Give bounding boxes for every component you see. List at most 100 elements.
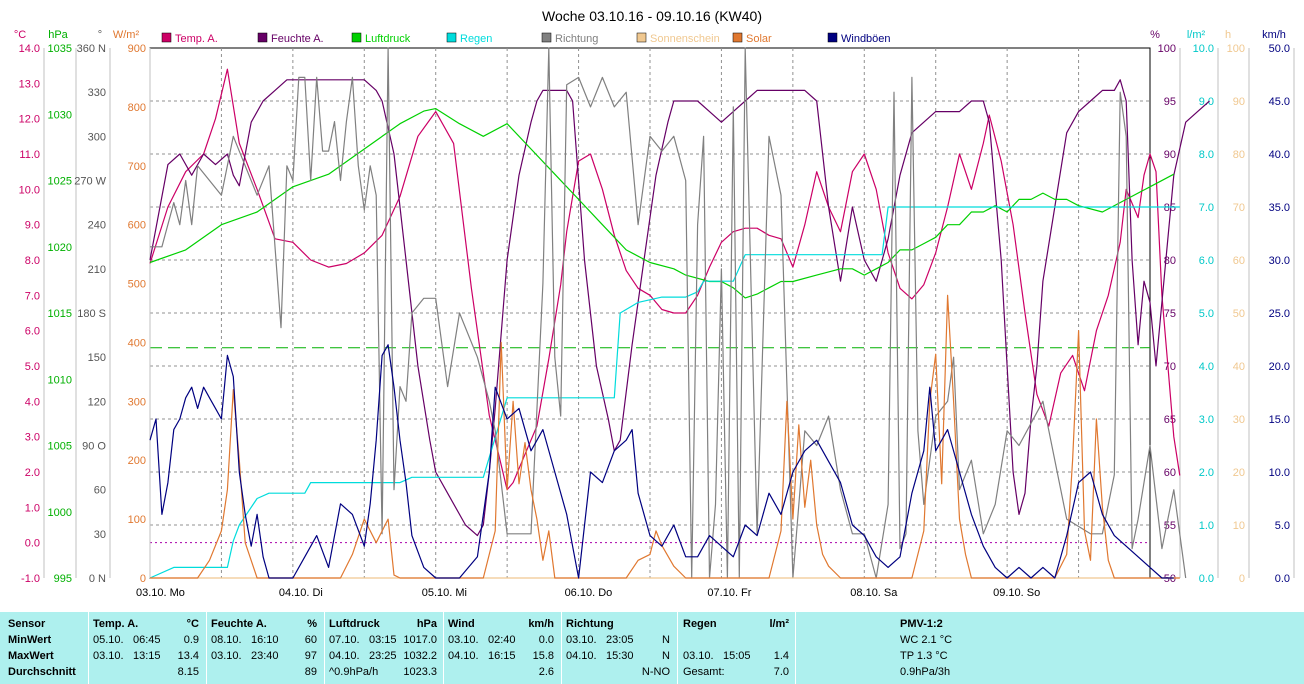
axis-tick-press: 1025 xyxy=(48,176,72,188)
axis-tick-sun: 50 xyxy=(1233,308,1245,320)
axis-tick-press: 1015 xyxy=(48,308,72,320)
stats-temp-min-date: 05.10. xyxy=(93,634,124,646)
stats-rain-unit: l/m² xyxy=(769,618,789,630)
axis-tick-wind: 5.0 xyxy=(1275,520,1290,532)
stats-direction: Richtung 03.10. 23:05 N 04.10. 15:30 N N-NO xyxy=(566,612,674,684)
axis-tick-solar: 300 xyxy=(128,396,146,408)
stats-hum-header: Feuchte A. xyxy=(211,618,267,630)
axis-tick-temp: 11.0 xyxy=(19,149,40,161)
legend-label: Richtung xyxy=(555,33,598,45)
stats-separator xyxy=(677,612,678,684)
axis-tick-dir: 120 xyxy=(88,396,106,408)
axis-tick-dir: 0 N xyxy=(89,573,106,585)
stats-press-min-date: 07.10. xyxy=(329,634,360,646)
stats-humidity: Feuchte A.% 08.10. 16:10 60 03.10. 23:40 97 … xyxy=(211,612,321,684)
axis-tick-rain: 6.0 xyxy=(1199,255,1214,267)
x-tick-label: 04.10. Di xyxy=(279,587,323,599)
stats-press-unit: hPa xyxy=(416,618,437,630)
axis-tick-temp: 0.0 xyxy=(25,538,40,550)
stats-separator xyxy=(324,612,325,684)
axis-unit-solar: W/m² xyxy=(113,29,140,41)
axis-tick-temp: 9.0 xyxy=(25,220,40,232)
axis-tick-wind: 25.0 xyxy=(1269,308,1290,320)
stats-press-max-date: 04.10. xyxy=(329,650,360,662)
stats-sensor: Sensor MinWert MaxWert Durchschnitt xyxy=(8,612,88,684)
legend-label: Solar xyxy=(746,33,772,45)
axis-tick-dir: 360 N xyxy=(77,43,106,55)
stats-pmv-header: PMV-1:2 xyxy=(900,618,943,630)
axis-tick-press: 1005 xyxy=(48,441,72,453)
axis-tick-wind: 30.0 xyxy=(1269,255,1290,267)
axis-tick-sun: 60 xyxy=(1233,255,1245,267)
series-line-windb-en xyxy=(149,344,1174,579)
axis-tick-sun: 10 xyxy=(1233,520,1245,532)
axis-tick-solar: 400 xyxy=(128,337,146,349)
axis-tick-sun: 30 xyxy=(1233,414,1245,426)
series-line-richtung xyxy=(150,47,1187,579)
axis-tick-hum: 80 xyxy=(1164,255,1176,267)
axis-tick-rain: 3.0 xyxy=(1199,414,1214,426)
stats-separator xyxy=(795,612,796,684)
stats-temp-unit: °C xyxy=(186,618,199,630)
stats-dir-avg-value: N-NO xyxy=(641,666,670,678)
axis-tick-temp: 5.0 xyxy=(25,361,40,373)
legend-swatch xyxy=(161,32,172,43)
legend-label: Windböen xyxy=(841,33,891,45)
axis-tick-wind: 40.0 xyxy=(1269,149,1290,161)
stats-row-avg: Durchschnitt xyxy=(8,666,76,678)
axis-tick-press: 995 xyxy=(54,573,72,585)
stats-press-min-value: 1017.0 xyxy=(403,634,437,646)
series-line-luftdruck xyxy=(149,107,1175,299)
legend-swatch xyxy=(541,32,552,43)
axis-tick-wind: 0.0 xyxy=(1275,573,1290,585)
x-tick-label: 05.10. Mi xyxy=(422,587,467,599)
axis-tick-solar: 700 xyxy=(128,161,146,173)
x-tick-label: 09.10. So xyxy=(993,587,1040,599)
stats-sensor-header: Sensor xyxy=(8,618,46,630)
axis-tick-dir: 60 xyxy=(94,485,106,497)
axis-tick-hum: 95 xyxy=(1164,96,1176,108)
axis-tick-hum: 75 xyxy=(1164,308,1176,320)
axis-tick-sun: 100 xyxy=(1227,43,1245,55)
axis-tick-hum: 100 xyxy=(1158,43,1176,55)
stats-pressure: Luftdruck hPa 07.10. 03:15 1017.0 04.10. 23:… xyxy=(329,612,441,684)
axis-tick-hum: 65 xyxy=(1164,414,1176,426)
axis-tick-rain: 4.0 xyxy=(1199,361,1214,373)
axis-unit-wind: km/h xyxy=(1262,29,1286,41)
stats-rain-header: Regen xyxy=(683,618,717,630)
axis-tick-dir: 150 xyxy=(88,352,106,364)
stats-temp: Temp. A. °C 05.10. 06:45 0.9 03.10. 13:15 13.… xyxy=(93,612,203,684)
stats-hum-max-time: 23:40 xyxy=(251,650,279,662)
stats-dir-min-time: 23:05 xyxy=(606,634,634,646)
stats-hum-max-date: 03.10. xyxy=(211,650,242,662)
series-line-regen xyxy=(149,206,1180,579)
axis-tick-dir: 300 xyxy=(88,131,106,143)
legend-swatch xyxy=(636,32,647,43)
axis-tick-sun: 70 xyxy=(1233,202,1245,214)
axis-tick-temp: 8.0 xyxy=(25,255,40,267)
axis-tick-temp: 13.0 xyxy=(19,78,40,90)
legend-label: Regen xyxy=(460,33,492,45)
axis-tick-temp: 1.0 xyxy=(25,502,40,514)
stats-press-trend: ^0.9hPa/h xyxy=(329,666,379,678)
axis-tick-solar: 0 xyxy=(140,573,146,585)
axis-tick-solar: 800 xyxy=(128,102,146,114)
axis-tick-wind: 20.0 xyxy=(1269,361,1290,373)
stats-dir-min-date: 03.10. xyxy=(566,634,597,646)
axis-tick-solar: 200 xyxy=(128,455,146,467)
stats-wind-min-date: 03.10. xyxy=(448,634,479,646)
axis-tick-sun: 0 xyxy=(1239,573,1245,585)
stats-hum-unit: % xyxy=(307,618,317,630)
axis-unit-press: hPa xyxy=(48,29,68,41)
axis-tick-sun: 90 xyxy=(1233,96,1245,108)
axis-tick-dir: 180 S xyxy=(77,308,106,320)
stats-rain-total-value: 7.0 xyxy=(773,666,789,678)
stats-temp-max-time: 13:15 xyxy=(133,650,161,662)
stats-press-max-value: 1032.2 xyxy=(403,650,437,662)
legend-swatch xyxy=(257,32,268,43)
axis-tick-hum: 90 xyxy=(1164,149,1176,161)
axis-unit-hum: % xyxy=(1150,29,1160,41)
axis-tick-dir: 30 xyxy=(94,529,106,541)
stats-hum-min-value: 60 xyxy=(304,634,317,646)
stats-dir-max-date: 04.10. xyxy=(566,650,597,662)
